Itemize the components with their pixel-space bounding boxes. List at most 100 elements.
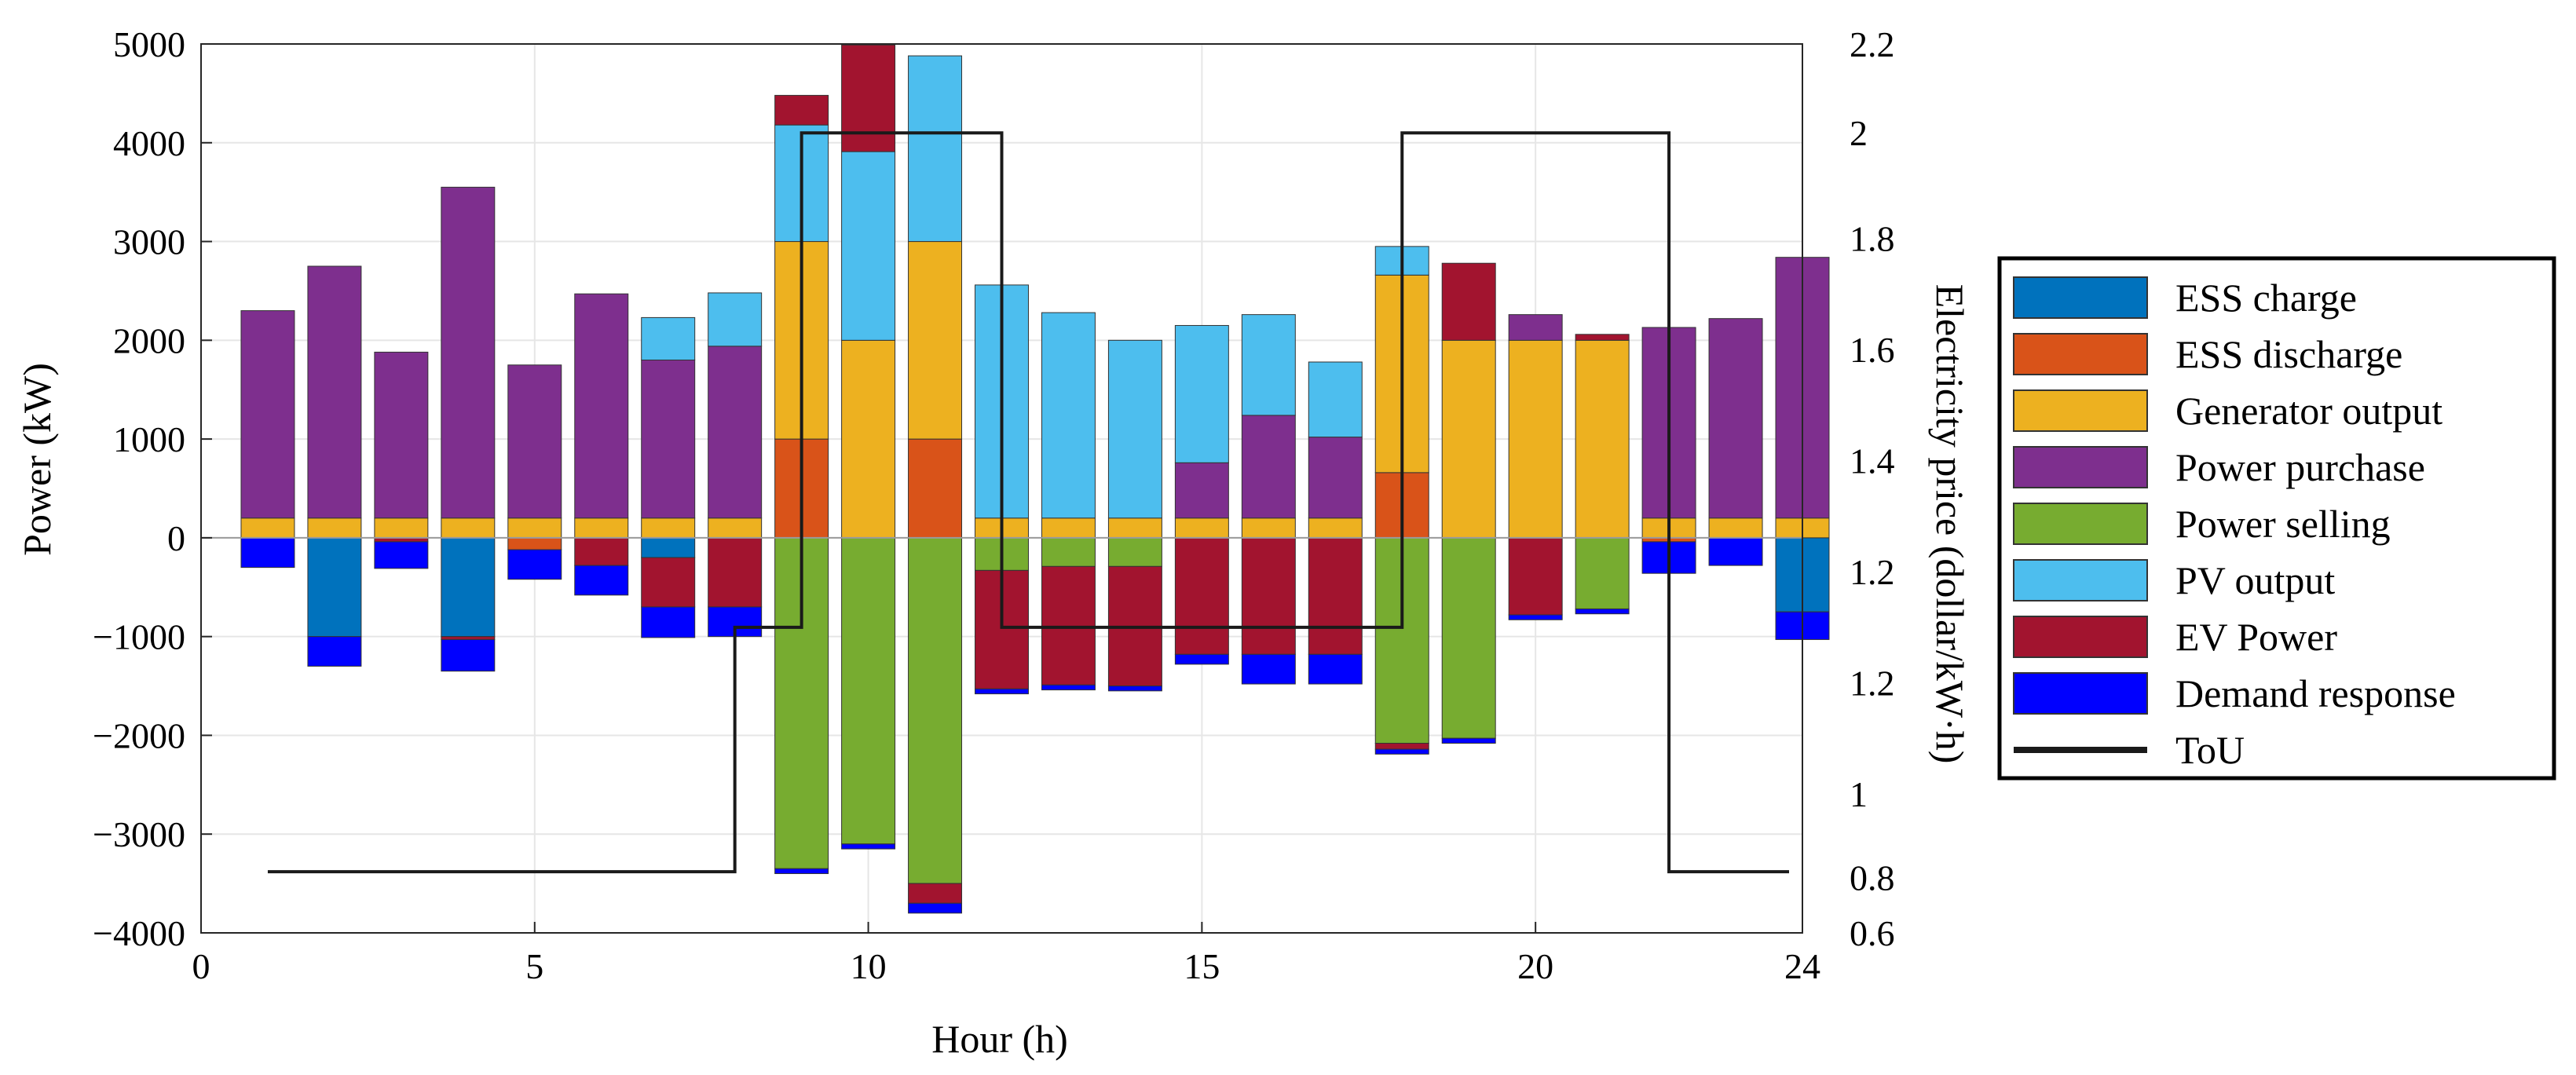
bar-segment xyxy=(1174,517,1229,539)
bar-segment xyxy=(641,557,696,608)
bar-segment xyxy=(1575,339,1630,539)
bar-segment xyxy=(841,537,896,845)
x-tick-label: 20 xyxy=(1517,946,1553,986)
x-tick-label: 10 xyxy=(851,946,887,986)
y-tick-label: 4000 xyxy=(113,123,185,163)
legend-entry-label: Power selling xyxy=(2175,502,2391,546)
bar-segment xyxy=(1174,324,1229,463)
bar-segment xyxy=(908,241,963,440)
bar-segment xyxy=(1374,748,1429,755)
bar-segment xyxy=(641,517,696,539)
bar-segment xyxy=(574,517,629,539)
bar-segment xyxy=(374,351,429,519)
bar-segment xyxy=(374,541,429,569)
bar-segment xyxy=(240,537,295,569)
bar-segment xyxy=(1241,537,1296,655)
bar-segment xyxy=(1241,517,1296,539)
legend-entry-label: Demand response xyxy=(2175,671,2456,715)
bar-segment xyxy=(240,517,295,539)
y2-tick-label: 1.4 xyxy=(1850,441,1895,481)
bar-segment xyxy=(1241,653,1296,685)
bar-segment xyxy=(1308,653,1363,685)
bar-segment xyxy=(1708,517,1763,539)
bar-segment xyxy=(908,883,963,904)
bar-segment xyxy=(708,517,763,539)
y2-axis-label: Electricity price (dollar/kW·h) xyxy=(1928,284,1972,764)
legend-swatch xyxy=(2013,446,2148,488)
bar-segment xyxy=(507,364,562,519)
y2-tick-label: 2.2 xyxy=(1850,24,1895,64)
bar-segment xyxy=(574,565,629,596)
legend-swatch xyxy=(2013,389,2148,432)
bar-segment xyxy=(708,346,763,519)
y2-tick-label: 1 xyxy=(1850,774,1868,814)
bar-segment xyxy=(507,517,562,539)
legend-entry-label: Generator output xyxy=(2175,389,2442,433)
legend-swatch xyxy=(2013,559,2148,601)
bar-segment xyxy=(841,339,896,539)
bar-segment xyxy=(441,638,496,672)
tou-line xyxy=(267,131,1790,874)
tou-series-line xyxy=(267,131,1790,874)
bar-segment xyxy=(641,606,696,638)
bar-segment xyxy=(1107,517,1162,539)
y2-tick-label: 2 xyxy=(1850,113,1868,153)
plot-frame xyxy=(200,43,1803,934)
bar-segment xyxy=(374,517,429,539)
bar-segment xyxy=(1441,339,1496,539)
bar-segment xyxy=(1041,517,1096,539)
bar-segment xyxy=(574,293,629,519)
legend-swatch xyxy=(2013,503,2148,545)
bar-segment xyxy=(507,549,562,580)
y-axis-label: Power (kW) xyxy=(15,363,59,556)
bar-segment xyxy=(1041,565,1096,686)
y2-tick-label: 1.6 xyxy=(1850,330,1895,370)
x-tick-label: 5 xyxy=(525,946,543,986)
x-tick-labels: 0 5 10 15 20 24 xyxy=(192,946,1821,986)
bar-segment xyxy=(641,316,696,360)
y-tick-label: 2000 xyxy=(113,320,185,360)
legend-swatch xyxy=(2013,333,2148,375)
y-tick-labels: 5000 4000 3000 2000 1000 0 −1000 −2000 −3000 −400… xyxy=(93,24,185,953)
bar-segment xyxy=(1174,653,1229,665)
bar-segment xyxy=(1308,537,1363,655)
legend-entry-label: ToU xyxy=(2175,728,2245,772)
bar-segment xyxy=(1041,537,1096,567)
bar-segment xyxy=(507,537,562,550)
y2-tick-labels: 2.2 2 1.8 1.6 1.4 1.2 1.2 1 0.8 0.6 xyxy=(1850,24,1895,953)
bar-segment xyxy=(774,94,829,126)
bar-segment xyxy=(1508,537,1563,616)
x-tick-label: 15 xyxy=(1184,946,1220,986)
bar-segment xyxy=(240,310,295,519)
bar-segment xyxy=(1041,684,1096,691)
bar-segment xyxy=(1508,314,1563,341)
bar-segment xyxy=(1308,361,1363,438)
bar-segment xyxy=(1308,517,1363,539)
bar-segment xyxy=(1174,462,1229,519)
bar-segment xyxy=(1107,339,1162,519)
bar-segment xyxy=(841,843,896,850)
legend: ESS charge ESS discharge Generator output P… xyxy=(1997,256,2556,781)
x-axis-label: Hour (h) xyxy=(931,1017,1068,1061)
bar-segment xyxy=(708,292,763,347)
bar-segment xyxy=(908,438,963,539)
bar-segment xyxy=(1441,262,1496,341)
y-tick-label: −2000 xyxy=(93,715,185,755)
axes xyxy=(200,43,1803,934)
bar-segment xyxy=(641,359,696,519)
bar-segment xyxy=(441,636,496,640)
bar-segment xyxy=(908,902,963,914)
legend-entry-label: ESS discharge xyxy=(2175,332,2402,376)
bar-segment xyxy=(307,517,362,539)
y-tick-label: −4000 xyxy=(93,913,185,953)
bar-segment xyxy=(841,44,896,152)
bar-segment xyxy=(1575,537,1630,609)
bar-segment xyxy=(307,537,362,638)
bar-segment xyxy=(1508,339,1563,539)
bar-segment xyxy=(1308,437,1363,519)
bar-segment xyxy=(774,868,829,875)
y2-tick-label: 0.6 xyxy=(1850,913,1895,953)
bar-segment xyxy=(441,517,496,539)
bar-segment xyxy=(1508,614,1563,620)
legend-swatch xyxy=(2013,672,2148,715)
